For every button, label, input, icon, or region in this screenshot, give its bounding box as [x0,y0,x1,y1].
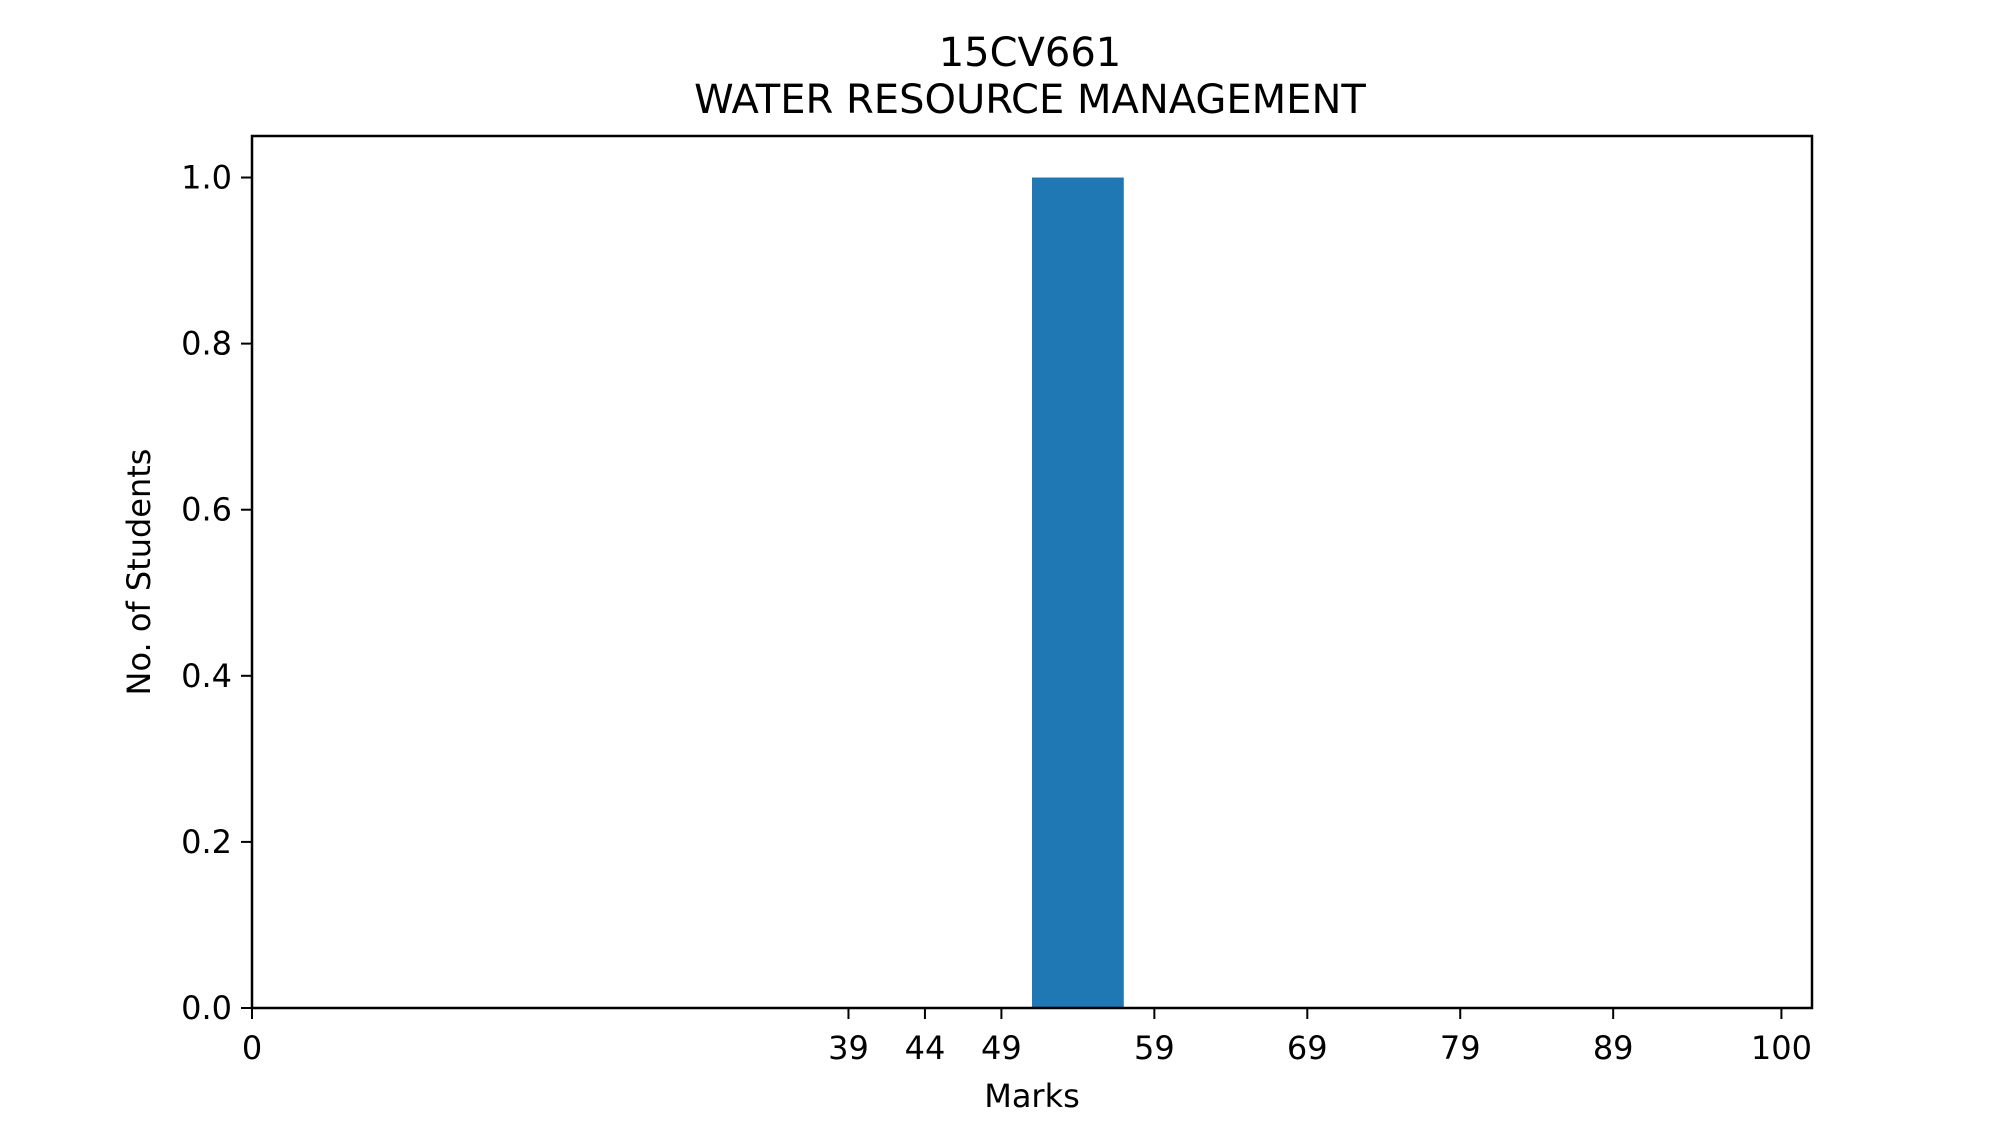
x-axis-label: Marks [984,1077,1080,1115]
x-tick-label: 39 [828,1029,869,1067]
x-tick-label: 69 [1287,1029,1328,1067]
x-axis-ticks: 0 39 44 49 59 69 79 89 100 [242,1008,1812,1067]
y-tick-label: 0.0 [181,989,232,1027]
y-tick-label: 1.0 [181,159,232,197]
chart-title: 15CV661 [939,30,1122,76]
chart-subtitle: WATER RESOURCE MANAGEMENT [694,77,1366,123]
y-tick-label: 0.4 [181,657,232,695]
x-tick-label: 0 [242,1029,262,1067]
y-tick-label: 0.2 [181,823,232,861]
plot-frame [250,134,1814,1010]
x-tick-label: 59 [1134,1029,1175,1067]
x-tick-label: 44 [905,1029,946,1067]
bars-layer [1032,177,1124,1008]
histogram-bar-0 [1032,177,1124,1008]
x-tick-label: 49 [981,1029,1022,1067]
y-tick-label: 0.8 [181,325,232,363]
y-axis-label: No. of Students [120,449,158,696]
x-tick-label: 79 [1440,1029,1481,1067]
y-tick-label: 0.6 [181,491,232,529]
y-axis-ticks: 0.0 0.2 0.4 0.6 0.8 1.0 [181,159,252,1027]
x-tick-label: 89 [1593,1029,1634,1067]
x-tick-label: 100 [1751,1029,1812,1067]
